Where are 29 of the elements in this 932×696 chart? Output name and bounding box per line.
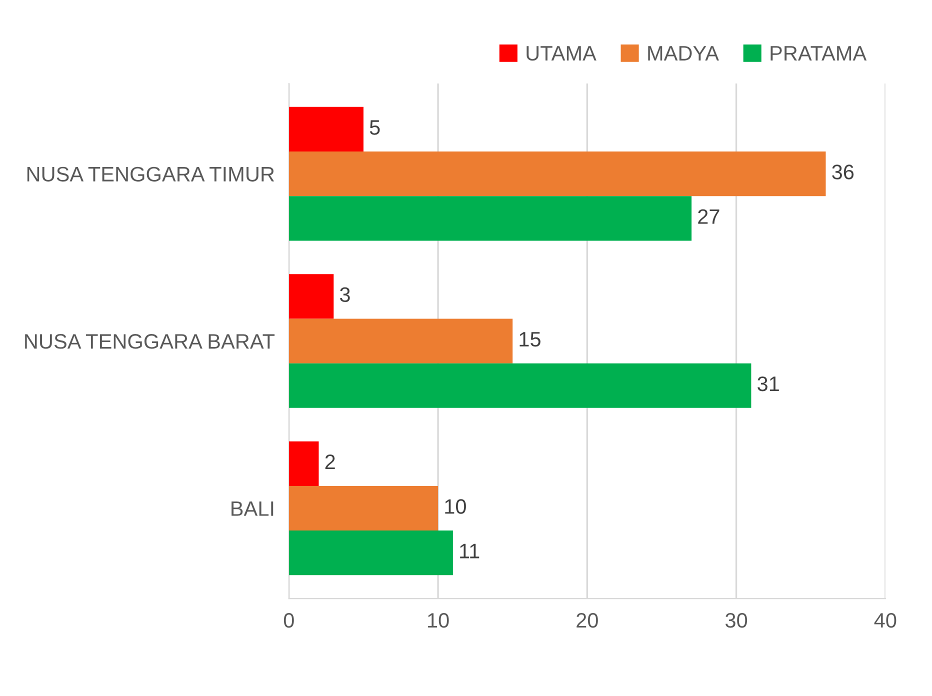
data-label: 5	[370, 120, 380, 135]
bar	[288, 486, 438, 531]
data-label: 10	[445, 499, 466, 514]
data-label: 2	[325, 454, 335, 470]
bar	[288, 106, 364, 152]
x-tick-label: 10	[428, 613, 449, 628]
legend-label: UTAMA	[526, 46, 596, 61]
x-tick-label: 20	[576, 613, 598, 628]
legend-label: PRATAMA	[770, 46, 867, 60]
y-tick-label: BALI	[232, 501, 274, 516]
x-tick-label: 0	[284, 613, 294, 628]
y-tick-label: NUSA TENGGARA BARAT	[25, 334, 275, 349]
bar	[288, 530, 453, 576]
bar	[288, 318, 513, 364]
data-label: 11	[460, 544, 480, 558]
data-label: 31	[758, 376, 779, 392]
x-tick-label: 30	[725, 613, 748, 628]
bar	[288, 152, 826, 196]
data-label: 36	[832, 164, 854, 180]
y-tick-label: NUSA TENGGARA TIMUR	[27, 166, 274, 182]
data-label: 15	[520, 332, 540, 347]
data-label: 27	[698, 209, 720, 224]
x-tick-label: 40	[874, 613, 896, 628]
bar	[288, 363, 752, 408]
bar	[288, 274, 334, 319]
data-label: 3	[340, 287, 350, 302]
legend-label: MADYA	[648, 46, 719, 60]
bar	[288, 196, 692, 241]
bar	[288, 441, 319, 486]
